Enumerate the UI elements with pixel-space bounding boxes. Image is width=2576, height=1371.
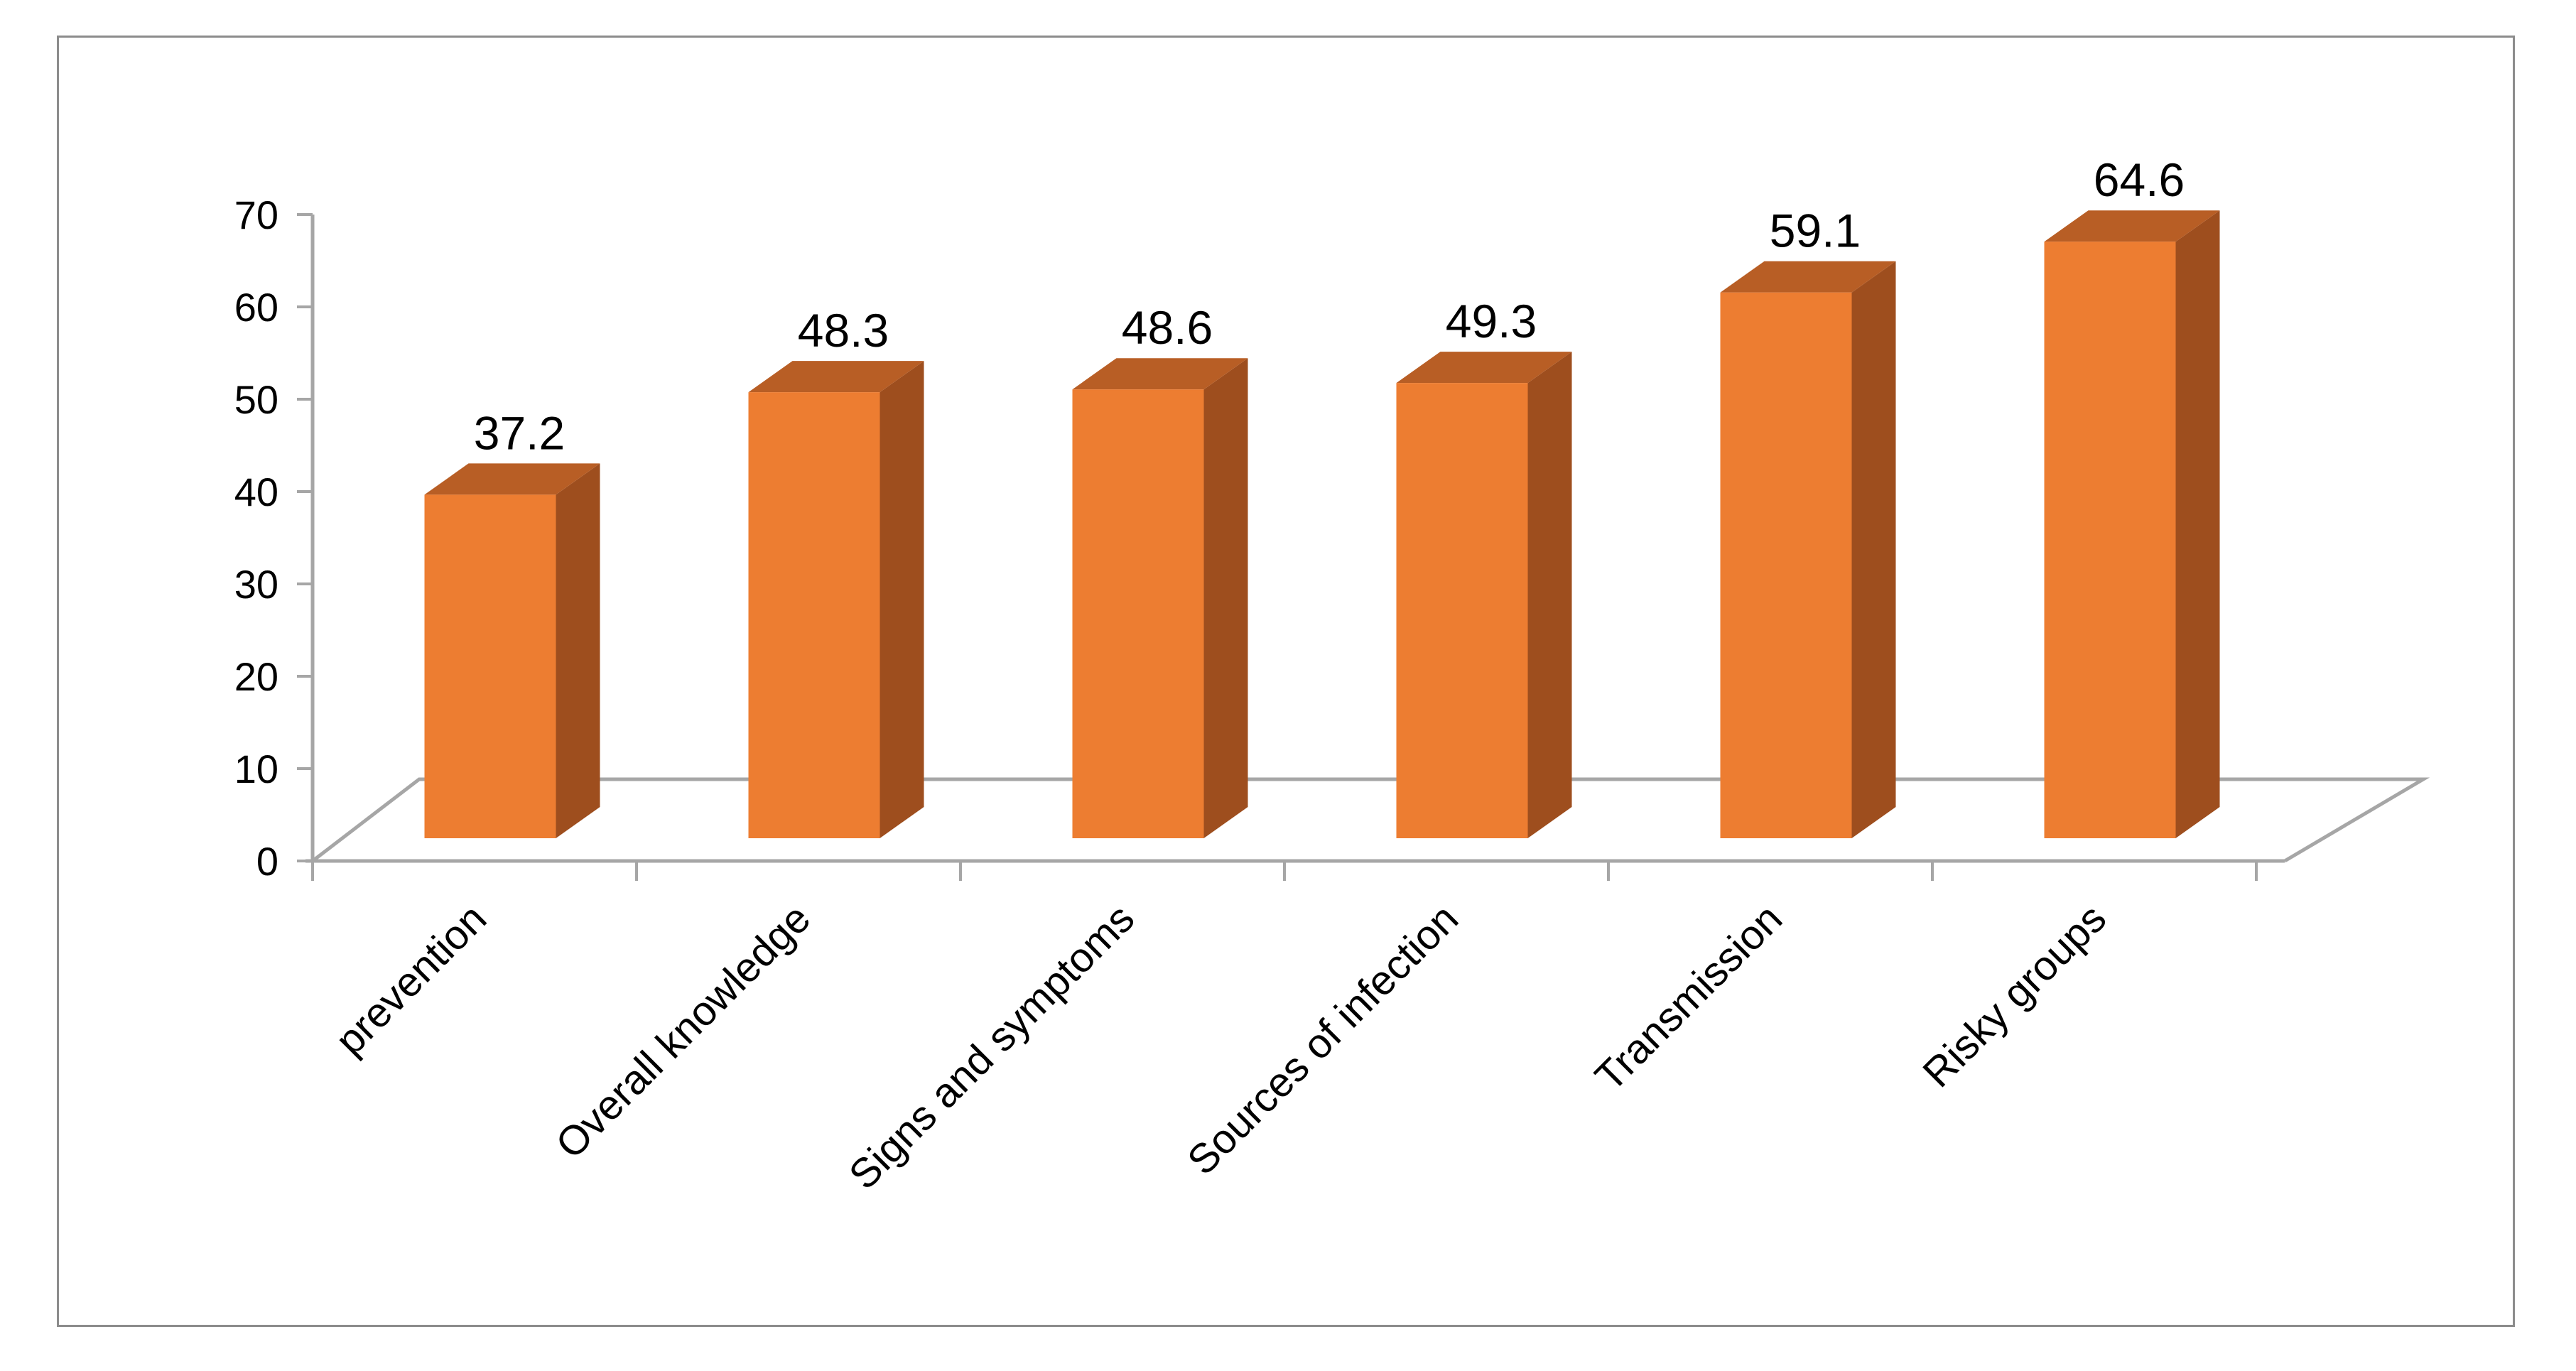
bar — [2044, 210, 2220, 838]
bar-side-face — [1527, 352, 1572, 839]
y-axis: 0 10 20 30 40 50 60 70 — [234, 193, 315, 884]
y-tick-label: 70 — [234, 193, 278, 237]
bar-side-face — [880, 361, 924, 839]
bar-front-face — [1396, 383, 1528, 838]
bars — [424, 210, 2220, 839]
bar — [1396, 352, 1572, 839]
bar-front-face — [2044, 242, 2176, 838]
bar-top-face — [748, 361, 924, 393]
bar — [424, 463, 600, 838]
y-tick-label: 0 — [256, 839, 278, 884]
bar-front-face — [1720, 292, 1852, 838]
bar-top-face — [2044, 210, 2220, 242]
y-tick-label: 30 — [234, 562, 278, 607]
data-label: 59.1 — [1770, 205, 1861, 257]
category-label: Sources of infection — [1179, 895, 1467, 1183]
bar-top-face — [424, 463, 600, 495]
category-label: Signs and symptoms — [840, 895, 1144, 1198]
y-tick-label: 40 — [234, 470, 278, 514]
bar — [1720, 261, 1896, 838]
category-label: prevention — [327, 895, 495, 1063]
y-tick-label: 50 — [234, 377, 278, 422]
data-label: 49.3 — [1446, 295, 1537, 347]
bar-front-face — [1072, 389, 1204, 838]
bar-top-face — [1396, 352, 1572, 384]
bar-side-face — [1203, 358, 1248, 838]
category-labels: prevention Overall knowledge Signs and sym… — [327, 895, 2115, 1198]
data-label: 64.6 — [2094, 153, 2185, 206]
bar — [1072, 358, 1248, 838]
y-tick-label: 10 — [234, 747, 278, 791]
bar-top-face — [1720, 261, 1896, 293]
bar-side-face — [1851, 261, 1896, 838]
bar-side-face — [2175, 210, 2220, 838]
category-label: Transmission — [1586, 895, 1791, 1100]
y-tick-label: 60 — [234, 285, 278, 330]
bar-side-face — [556, 463, 600, 838]
category-label: Risky groups — [1914, 895, 2115, 1096]
data-labels: 37.2 48.3 48.6 49.3 59.1 64.6 — [474, 153, 2185, 459]
bar-top-face — [1072, 358, 1248, 390]
bar-front-face — [748, 392, 880, 838]
category-label: Overall knowledge — [547, 895, 819, 1167]
data-label: 48.3 — [798, 304, 889, 357]
data-label: 37.2 — [474, 406, 565, 459]
bar — [748, 361, 924, 839]
data-label: 48.6 — [1122, 301, 1213, 354]
bar-front-face — [424, 494, 556, 838]
y-tick-label: 20 — [234, 654, 278, 699]
